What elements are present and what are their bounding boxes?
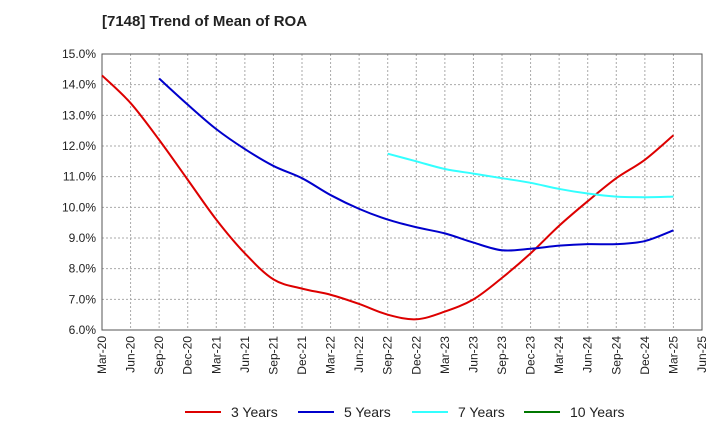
y-tick-label: 11.0% xyxy=(63,170,96,184)
y-tick-label: 9.0% xyxy=(69,231,97,245)
series-line-3-years xyxy=(101,74,675,321)
x-tick-label: Mar-21 xyxy=(209,336,223,374)
legend-swatch xyxy=(524,411,560,413)
legend-item-10-years: 10 Years xyxy=(524,404,625,420)
series-line-5-years xyxy=(158,77,674,252)
x-tick-label: Jun-21 xyxy=(238,336,252,373)
x-tick-label: Mar-25 xyxy=(666,336,680,374)
legend-swatch xyxy=(412,411,448,413)
legend-label: 5 Years xyxy=(344,404,391,420)
x-tick-label: Sep-21 xyxy=(266,336,280,375)
x-tick-label: Dec-20 xyxy=(181,336,195,375)
legend-item-5-years: 5 Years xyxy=(298,404,391,420)
x-tick-label: Jun-25 xyxy=(695,336,709,373)
legend-swatch xyxy=(298,411,334,413)
y-tick-label: 10.0% xyxy=(62,200,96,214)
legend-item-7-years: 7 Years xyxy=(412,404,505,420)
plot-frame xyxy=(101,53,703,331)
legend-item-3-years: 3 Years xyxy=(185,404,278,420)
x-tick-label: Sep-24 xyxy=(609,336,623,375)
x-tick-label: Sep-22 xyxy=(381,336,395,375)
x-tick-label: Jun-23 xyxy=(466,336,480,373)
legend-swatch xyxy=(185,411,221,413)
legend-label: 7 Years xyxy=(458,404,505,420)
legend-label: 3 Years xyxy=(231,404,278,420)
x-tick-label: Mar-23 xyxy=(438,336,452,374)
y-tick-label: 14.0% xyxy=(62,78,96,92)
x-tick-label: Dec-21 xyxy=(295,336,309,375)
y-tick-label: 6.0% xyxy=(69,323,97,337)
x-tick-label: Dec-24 xyxy=(638,336,652,375)
series-line-7-years xyxy=(387,152,674,199)
x-tick-label: Jun-24 xyxy=(581,336,595,373)
x-tick-label: Sep-20 xyxy=(152,336,166,375)
y-tick-label: 13.0% xyxy=(62,108,96,122)
y-tick-label: 8.0% xyxy=(69,262,97,276)
legend-label: 10 Years xyxy=(570,404,625,420)
x-tick-label: Mar-22 xyxy=(324,336,338,374)
legend: 3 Years 5 Years 7 Years 10 Years xyxy=(0,404,720,426)
x-tick-label: Sep-23 xyxy=(495,336,509,375)
x-tick-label: Dec-22 xyxy=(409,336,423,375)
x-tick-label: Jun-22 xyxy=(352,336,366,373)
chart-title: [7148] Trend of Mean of ROA xyxy=(102,13,308,30)
x-tick-label: Mar-20 xyxy=(95,336,109,374)
x-tick-label: Dec-23 xyxy=(524,336,538,375)
y-tick-label: 15.0% xyxy=(62,47,96,61)
y-tick-label: 7.0% xyxy=(69,292,97,306)
x-tick-label: Mar-24 xyxy=(552,336,566,374)
x-tick-label: Jun-20 xyxy=(124,336,138,373)
y-tick-label: 12.0% xyxy=(62,139,96,153)
